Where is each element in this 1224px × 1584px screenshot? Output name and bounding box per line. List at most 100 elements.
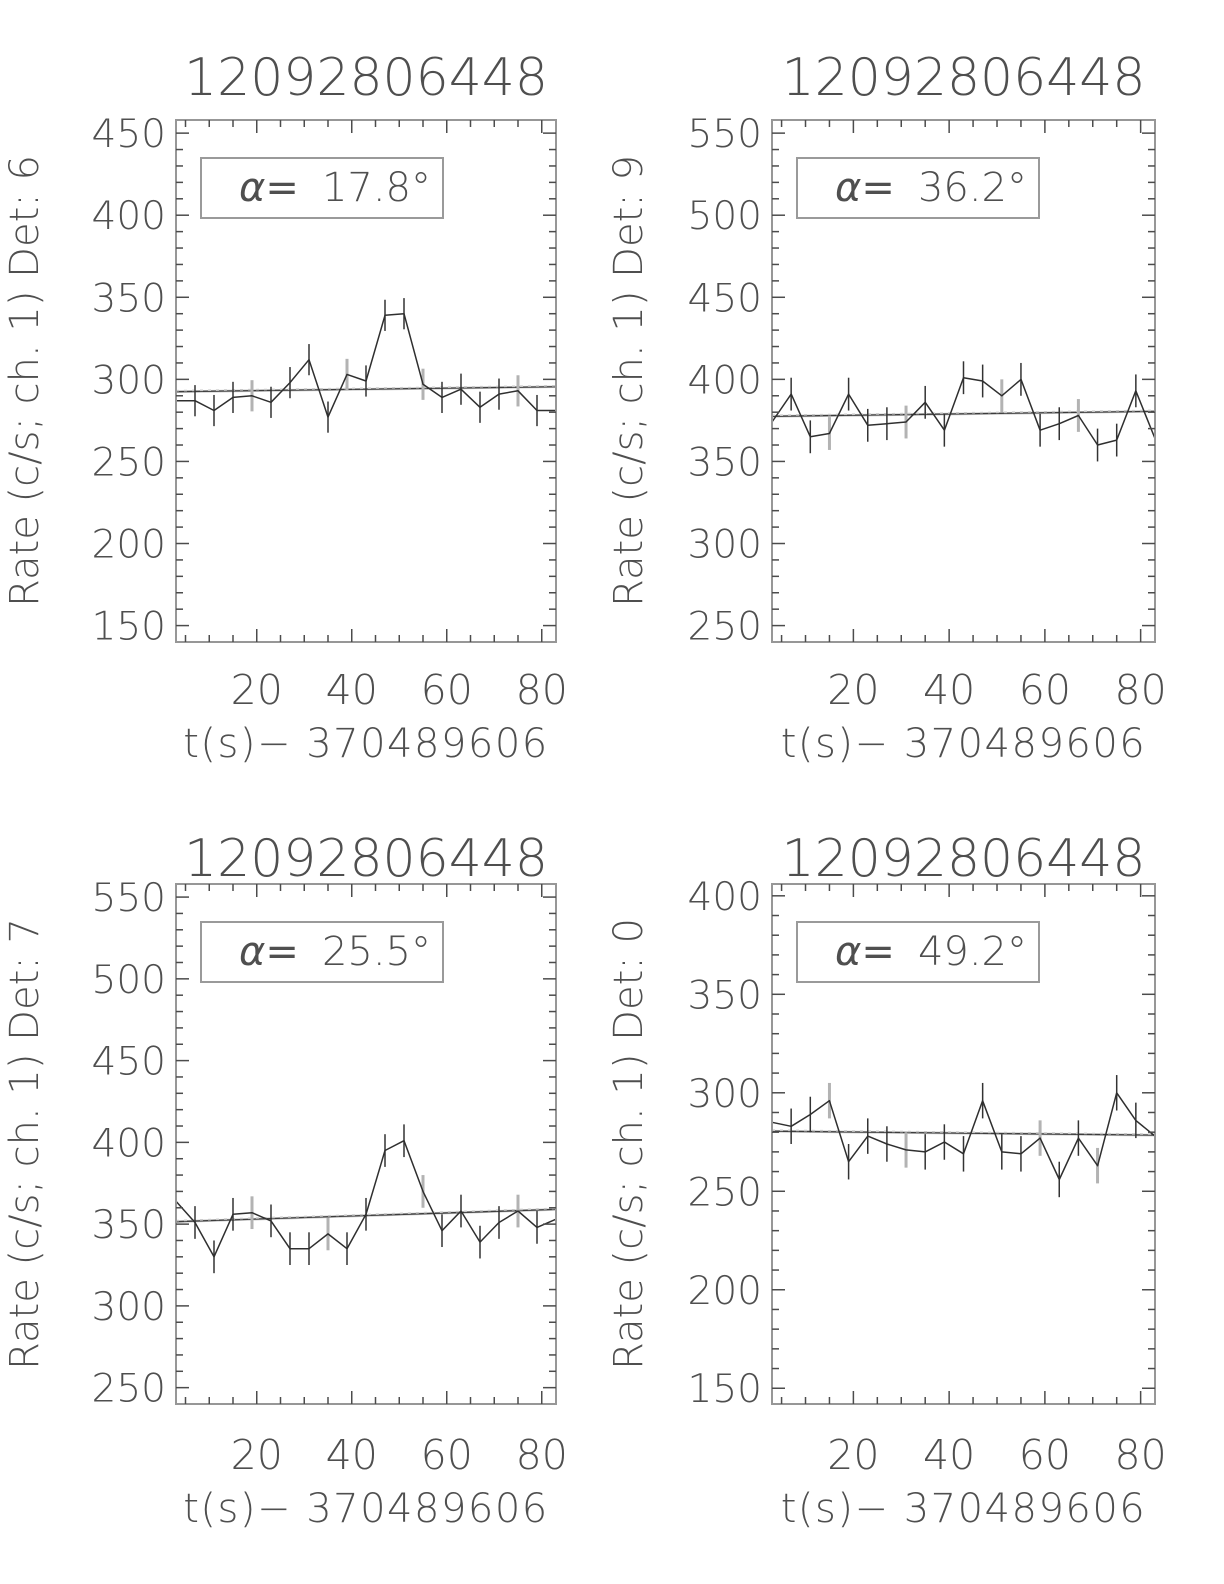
y-axis-label: Rate (c/s; ch. 1) Det: 0 [612, 918, 652, 1370]
error-bars [175, 298, 557, 433]
light-curve-panel-top-right: 12092806448 250 300 350 400 450 500 550 20 40 60 80… [612, 0, 1224, 792]
x-tick-label: 80 [516, 1431, 568, 1479]
plot-title: 12092806448 [184, 829, 548, 889]
alpha-annotation-label: α= [835, 929, 895, 975]
light-curve-svg: 12092806448 150 200 250 300 350 400 20 40 60 80 t(s… [612, 829, 1167, 1532]
y-tick-label: 350 [688, 973, 762, 1018]
background-fit-line [771, 409, 1156, 418]
y-tick-label: 400 [92, 1121, 166, 1166]
x-tick-label: 40 [923, 1431, 975, 1479]
alpha-annotation-label: α= [239, 165, 299, 211]
alpha-annotation-label: α= [239, 929, 299, 975]
alpha-annotation-value: 49.2° [918, 929, 1027, 975]
x-tick-label: 60 [1019, 666, 1071, 714]
light-curve-panel-bottom-right: 12092806448 150 200 250 300 350 400 20 40 60 80 t(s… [612, 792, 1224, 1584]
y-tick-label: 150 [688, 1367, 762, 1412]
plot-title: 12092806448 [782, 48, 1146, 108]
y-tick-label: 400 [688, 358, 762, 403]
y-tick-label: 400 [688, 875, 762, 920]
alpha-annotation-value: 17.8° [322, 165, 431, 211]
alpha-annotation: α= 36.2° [796, 157, 1040, 219]
y-tick-labels: 250 300 350 400 450 500 550 [688, 112, 762, 649]
y-tick-label: 500 [92, 958, 166, 1003]
x-tick-label: 60 [421, 1431, 473, 1479]
y-tick-label: 250 [92, 1367, 166, 1412]
data-line [771, 1092, 1156, 1181]
plot-title: 12092806448 [184, 48, 548, 108]
x-tick-labels: 20 40 60 80 [231, 1431, 568, 1479]
alpha-annotation-value: 25.5° [322, 929, 431, 975]
x-tick-label: 20 [231, 1431, 283, 1479]
x-tick-label: 60 [421, 666, 473, 714]
alpha-annotation-value: 36.2° [918, 165, 1027, 211]
axis-ticks [176, 120, 556, 642]
y-tick-label: 300 [688, 523, 762, 568]
y-tick-label: 450 [92, 1040, 166, 1085]
x-tick-labels: 20 40 60 80 [827, 1431, 1166, 1479]
x-tick-label: 40 [326, 1431, 378, 1479]
x-tick-label: 60 [1019, 1431, 1071, 1479]
y-tick-label: 350 [688, 440, 762, 485]
axis-ticks [772, 884, 1155, 1404]
x-tick-labels: 20 40 60 80 [827, 666, 1166, 714]
alpha-annotation-box [200, 921, 444, 983]
y-tick-labels: 150 200 250 300 350 400 [688, 875, 762, 1412]
x-tick-label: 80 [1115, 1431, 1167, 1479]
y-tick-label: 500 [688, 194, 762, 239]
y-tick-label: 250 [92, 440, 166, 485]
y-tick-label: 300 [688, 1072, 762, 1117]
y-tick-label: 200 [92, 523, 166, 568]
y-tick-label: 350 [92, 276, 166, 321]
y-tick-label: 450 [688, 276, 762, 321]
light-curve-svg: 12092806448 250 300 350 400 450 500 550 20 40 60 80… [612, 48, 1167, 767]
y-tick-label: 300 [92, 1285, 166, 1330]
y-tick-labels: 250 300 350 400 450 500 550 [92, 876, 166, 1412]
y-tick-label: 550 [688, 112, 762, 157]
alpha-annotation-box [796, 157, 1040, 219]
alpha-annotation: α= 25.5° [200, 921, 444, 983]
error-bars [771, 1075, 1156, 1198]
y-tick-label: 250 [688, 1170, 762, 1215]
alpha-annotation-box [200, 157, 444, 219]
light-curve-panel-top-left: 12092806448 150 200 250 300 350 400 450 20 40 60 80… [0, 0, 612, 792]
light-curve-svg: 12092806448 250 300 350 400 450 500 550 20 40 60 80… [2, 829, 568, 1532]
x-axis-label: t(s)− 370489606 [781, 1486, 1147, 1532]
x-tick-label: 40 [326, 666, 378, 714]
alpha-annotation-box [796, 921, 1040, 983]
x-tick-label: 20 [827, 1431, 879, 1479]
y-axis-label: Rate (c/s; ch. 1) Det: 6 [2, 155, 48, 607]
alpha-annotation: α= 17.8° [200, 157, 444, 219]
alpha-annotation-label: α= [835, 165, 895, 211]
x-tick-label: 80 [516, 666, 568, 714]
plot-frame [175, 883, 557, 1405]
plot-title: 12092806448 [782, 829, 1146, 889]
light-curve-panel-bottom-left: 12092806448 250 300 350 400 450 500 550 20 40 60 80… [0, 792, 612, 1584]
y-tick-labels: 150 200 250 300 350 400 450 [92, 112, 166, 649]
light-curve-svg: 12092806448 150 200 250 300 350 400 450 20 40 60 80… [2, 48, 568, 767]
plot-frame [771, 883, 1156, 1405]
data-line [176, 312, 556, 418]
background-fit-line [771, 1129, 1156, 1137]
y-tick-label: 400 [92, 194, 166, 239]
y-tick-label: 350 [92, 1203, 166, 1248]
y-tick-label: 550 [92, 876, 166, 921]
alpha-annotation: α= 49.2° [796, 921, 1040, 983]
y-tick-label: 450 [92, 112, 166, 157]
x-tick-label: 40 [923, 666, 975, 714]
x-axis-label: t(s)− 370489606 [183, 721, 549, 767]
x-tick-label: 20 [827, 666, 879, 714]
plot-frame [175, 119, 557, 643]
y-tick-label: 250 [688, 605, 762, 650]
x-axis-label: t(s)− 370489606 [183, 1486, 549, 1532]
plot-frame [771, 119, 1156, 643]
data-line [771, 376, 1156, 446]
axis-ticks [176, 884, 556, 1404]
x-tick-labels: 20 40 60 80 [231, 666, 568, 714]
y-tick-label: 200 [688, 1269, 762, 1314]
x-axis-label: t(s)− 370489606 [781, 721, 1147, 767]
y-axis-label: Rate (c/s; ch. 1) Det: 7 [2, 918, 48, 1370]
y-axis-label: Rate (c/s; ch. 1) Det: 9 [612, 155, 652, 607]
x-tick-label: 80 [1115, 666, 1167, 714]
axis-ticks [772, 120, 1155, 642]
